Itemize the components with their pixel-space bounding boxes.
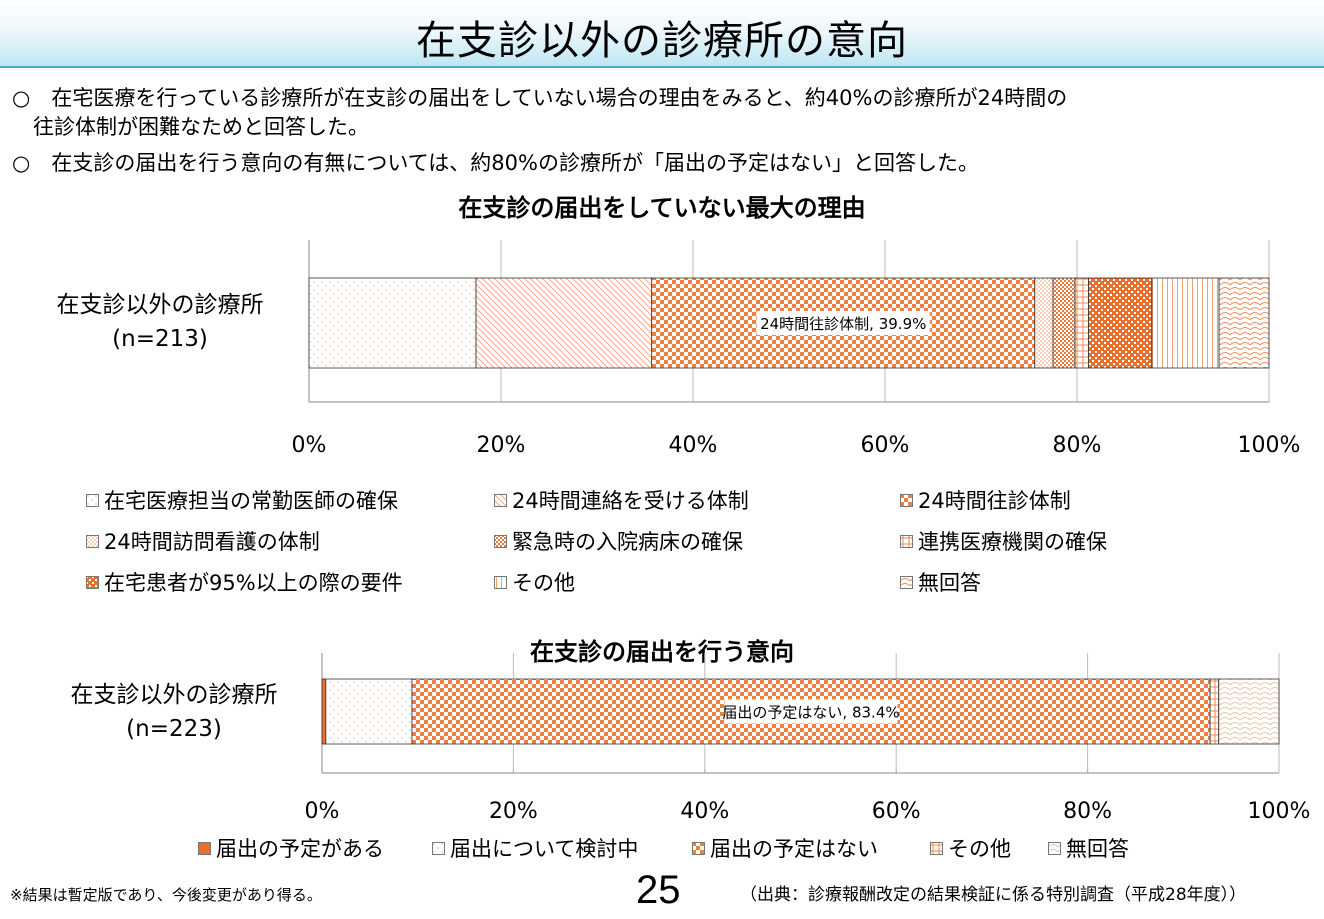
chart1-tick-label: 0% — [292, 433, 327, 458]
legend-label: 緊急時の入院病床の確保 — [512, 530, 743, 554]
legend-swatch — [494, 534, 507, 548]
legend-swatch — [494, 493, 507, 507]
legend-label: 24時間訪問看護の体制 — [104, 530, 320, 554]
title-bar: 在支診以外の診療所の意向 — [0, 0, 1324, 68]
chart2-tick-label: 60% — [872, 799, 921, 824]
chart1-data-label: 24時間往診体制, 39.9% — [760, 315, 926, 333]
legend-swatch — [930, 841, 943, 855]
chart1-bar-segment — [1074, 277, 1089, 369]
chart2-tick-label: 20% — [489, 799, 538, 824]
chart2-tick-label: 40% — [680, 799, 729, 824]
legend-swatch — [900, 493, 913, 507]
chart2-bar-segment — [325, 678, 413, 745]
legend-item: 無回答 — [1048, 833, 1129, 863]
legend-item: 連携医療機関の確保 — [900, 526, 1107, 556]
legend-item: 届出の予定はない — [692, 833, 878, 863]
chart2-tick-label: 80% — [1063, 799, 1112, 824]
chart1-title: 在支診の届出をしていない最大の理由 — [458, 194, 866, 222]
legend-label: 無回答 — [918, 571, 981, 595]
chart1-bar-segment — [1088, 277, 1153, 369]
chart2-category-name: 在支診以外の診療所 — [70, 682, 278, 708]
chart1-tick-label: 80% — [1053, 433, 1102, 458]
chart2-title: 在支診の届出を行う意向 — [530, 638, 794, 666]
chart1-data-label-bg — [756, 311, 930, 335]
source-citation: （出典：診療報酬改定の結果検証に係る特別調査（平成28年度）） — [740, 885, 1247, 905]
legend-swatch — [86, 575, 99, 589]
chart2-tick-label: 0% — [305, 799, 340, 824]
legend-item: 無回答 — [900, 567, 981, 597]
chart1-category-n: (n=213) — [112, 326, 208, 352]
legend-swatch — [494, 575, 507, 589]
bullet-1-cont: 往診体制が困難なためと回答した。 — [12, 115, 369, 139]
chart1-bar-segment — [1218, 277, 1270, 369]
chart2-data-label: 届出の予定はない, 83.4% — [722, 704, 899, 722]
chart2-bar-segment — [1209, 678, 1220, 745]
legend-swatch — [432, 841, 445, 855]
legend-swatch — [1048, 841, 1061, 855]
chart1-category-label: 在支診以外の診療所 (n=213) — [30, 288, 290, 356]
legend-item: 24時間連絡を受ける体制 — [494, 485, 749, 515]
legend-swatch — [198, 841, 211, 855]
legend-item: その他 — [930, 833, 1011, 863]
legend-item: 届出について検討中 — [432, 833, 638, 863]
legend-label: その他 — [512, 571, 575, 595]
legend-label: 届出について検討中 — [450, 837, 639, 861]
chart1-category-name: 在支診以外の診療所 — [56, 292, 264, 318]
bullet-1: ○ 在宅医療を行っている診療所が在支診の届出をしていない場合の理由をみると、約4… — [12, 86, 1068, 110]
chart2-data-label-bg — [724, 699, 898, 724]
legend-item: 緊急時の入院病床の確保 — [494, 526, 743, 556]
legend-label: その他 — [948, 837, 1011, 861]
legend-label: 届出の予定がある — [216, 837, 384, 861]
legend-item: 24時間訪問看護の体制 — [86, 526, 320, 556]
legend-item: 在宅医療担当の常勤医師の確保 — [86, 485, 398, 515]
legend-label: 連携医療機関の確保 — [918, 530, 1107, 554]
legend-item: 24時間往診体制 — [900, 485, 1071, 515]
page-title: 在支診以外の診療所の意向 — [416, 18, 908, 64]
page-number: 25 — [636, 868, 681, 912]
chart1-bar-segment — [475, 277, 653, 369]
chart2-bar-segment — [1218, 678, 1280, 745]
chart2-category-n: (n=223) — [126, 716, 222, 742]
legend-label: 届出の予定はない — [710, 837, 878, 861]
legend-label: 無回答 — [1066, 837, 1129, 861]
legend-label: 24時間連絡を受ける体制 — [512, 489, 749, 513]
chart2-bar-segment — [321, 678, 327, 745]
chart2-plot: 0% 20% 40% 60% 80% 100% 届出の予定はない, 83.4% — [305, 653, 1311, 824]
chart1-plot: 0% 20% 40% 60% 80% 100% 24時間往診体制, 39.9% — [292, 240, 1301, 458]
legend-swatch — [692, 841, 705, 855]
chart2-tick-label: 100% — [1248, 799, 1311, 824]
footnote: ※結果は暫定版であり、今後変更があり得る。 — [10, 886, 322, 904]
legend-item: その他 — [494, 567, 575, 597]
chart1-tick-label: 40% — [669, 433, 718, 458]
legend-item: 在宅患者が95%以上の際の要件 — [86, 567, 403, 597]
legend-swatch — [900, 575, 913, 589]
chart1-bar-segment — [1151, 277, 1220, 369]
legend-swatch — [900, 534, 913, 548]
chart1-bar-segment — [308, 277, 477, 369]
legend-label: 在宅患者が95%以上の際の要件 — [104, 571, 403, 595]
bullet-2: ○ 在支診の届出を行う意向の有無については、約80%の診療所が「届出の予定はない… — [12, 151, 979, 175]
chart1-tick-label: 20% — [477, 433, 526, 458]
legend-item: 届出の予定がある — [198, 833, 384, 863]
legend-swatch — [86, 534, 99, 548]
chart1-tick-label: 60% — [861, 433, 910, 458]
chart2-category-label: 在支診以外の診療所 (n=223) — [44, 678, 304, 746]
chart1-bar-segment — [1034, 277, 1054, 369]
legend-label: 24時間往診体制 — [918, 489, 1071, 513]
chart1-tick-label: 100% — [1238, 433, 1301, 458]
legend-swatch — [86, 493, 99, 507]
legend-label: 在宅医療担当の常勤医師の確保 — [104, 489, 398, 513]
chart1-bar-segment — [1052, 277, 1076, 369]
